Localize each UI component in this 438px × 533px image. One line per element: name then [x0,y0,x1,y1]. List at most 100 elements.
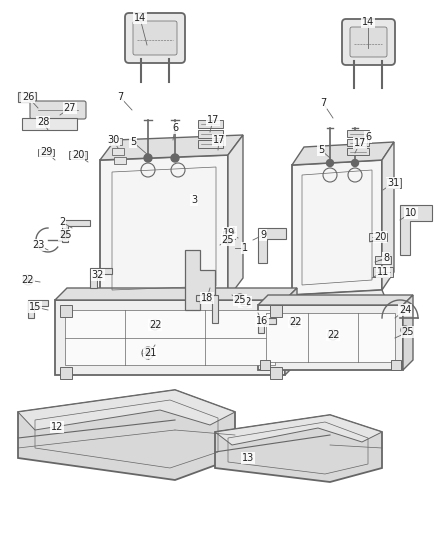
Polygon shape [403,295,413,370]
Circle shape [224,236,232,244]
Polygon shape [55,288,297,300]
Text: 4: 4 [230,227,236,237]
Text: 16: 16 [256,316,268,326]
Polygon shape [90,268,112,288]
Bar [198,130,223,138]
Bar [22,118,77,130]
Polygon shape [196,295,218,323]
Polygon shape [100,135,243,160]
Text: 15: 15 [29,302,41,312]
Bar [260,360,270,370]
Bar [60,305,72,317]
Text: 20: 20 [72,150,84,160]
Polygon shape [400,205,432,255]
Text: 22: 22 [149,320,161,330]
Circle shape [331,333,335,337]
Polygon shape [292,142,394,165]
Bar [223,231,235,239]
Bar [110,138,122,145]
Text: 2: 2 [59,217,65,227]
Polygon shape [292,160,382,295]
Text: 13: 13 [242,453,254,463]
Text: 8: 8 [383,253,389,263]
FancyBboxPatch shape [30,101,86,119]
Text: 6: 6 [172,123,178,133]
Polygon shape [285,288,297,375]
Circle shape [61,231,69,239]
FancyBboxPatch shape [125,13,185,63]
FancyBboxPatch shape [350,27,387,57]
Text: 24: 24 [399,305,411,315]
Circle shape [145,351,150,356]
Text: 1: 1 [242,243,248,253]
Polygon shape [258,305,403,370]
Circle shape [171,154,179,162]
Bar [347,130,369,137]
Text: 22: 22 [239,297,251,307]
Bar [347,148,369,155]
Bar [198,140,223,148]
Text: 26: 26 [22,92,34,102]
Text: 20: 20 [374,232,386,242]
Text: 22: 22 [327,330,339,340]
FancyBboxPatch shape [133,21,177,55]
Text: 28: 28 [37,117,49,127]
Polygon shape [215,415,382,445]
Text: 14: 14 [134,13,146,23]
Polygon shape [228,135,243,298]
Text: 30: 30 [107,135,119,145]
Polygon shape [185,250,215,310]
Text: 21: 21 [144,348,156,358]
Polygon shape [258,228,286,263]
Text: 25: 25 [402,327,414,337]
Bar [18,92,36,102]
Bar [38,149,54,156]
FancyBboxPatch shape [342,19,395,65]
Polygon shape [55,300,285,375]
Text: 31: 31 [387,178,399,188]
Circle shape [401,326,409,334]
Text: 11: 11 [377,267,389,277]
Bar [347,139,369,146]
Bar [369,233,387,241]
Circle shape [326,159,333,166]
Text: 10: 10 [405,208,417,218]
Bar [373,267,393,277]
Polygon shape [62,220,90,242]
Text: 12: 12 [51,422,63,432]
Text: 18: 18 [201,293,213,303]
Polygon shape [215,415,382,482]
Text: 9: 9 [260,230,266,240]
Text: 25: 25 [59,230,71,240]
Polygon shape [287,290,387,307]
Bar [114,157,126,164]
Polygon shape [92,298,228,318]
Bar [112,148,124,155]
Circle shape [293,320,297,324]
Polygon shape [266,313,395,362]
Bar [198,120,223,128]
Text: 29: 29 [40,147,52,157]
Text: 5: 5 [318,145,324,155]
Bar [69,151,87,159]
Bar [386,178,401,188]
Polygon shape [65,310,275,365]
Polygon shape [258,318,276,333]
Circle shape [144,154,152,162]
Bar [270,367,282,379]
Text: 17: 17 [213,135,225,145]
Text: 17: 17 [354,138,366,148]
Polygon shape [18,390,235,430]
Polygon shape [18,390,235,480]
Text: 25: 25 [222,235,234,245]
Polygon shape [382,142,394,290]
Text: 14: 14 [362,17,374,27]
Text: 7: 7 [117,92,123,102]
Text: 27: 27 [64,103,76,113]
Text: 25: 25 [234,295,246,305]
Text: 7: 7 [320,98,326,108]
Polygon shape [258,295,413,305]
Circle shape [352,159,358,166]
Bar [60,367,72,379]
Text: 6: 6 [365,132,371,142]
